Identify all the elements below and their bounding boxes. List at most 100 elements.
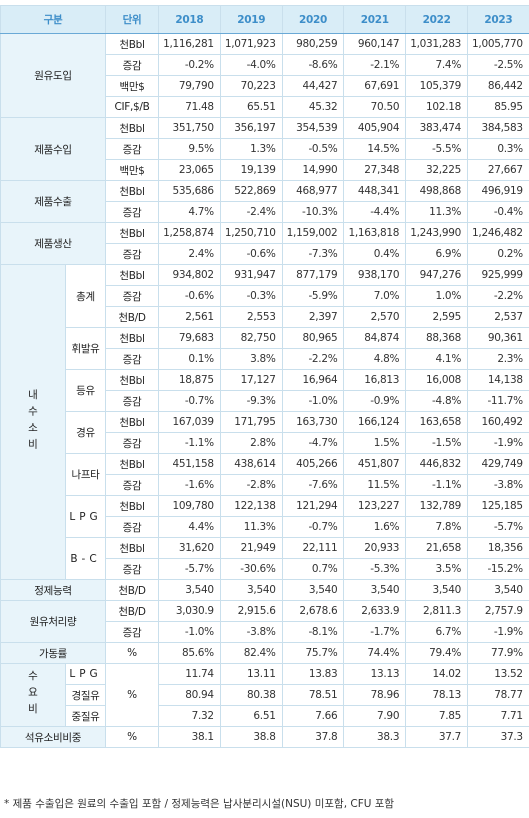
- value-cell: 163,730: [281, 411, 345, 433]
- value-cell: 1.5%: [343, 432, 407, 454]
- table-row: 제품수출 천Bbl 535,686 522,869 468,977 448,341 498,…: [0, 180, 529, 223]
- value-cell: 4.8%: [343, 348, 407, 370]
- value-cell: 1.0%: [405, 285, 468, 307]
- value-cell: 44,427: [281, 75, 345, 97]
- value-cell: 14,990: [281, 159, 345, 181]
- header-unit: 단위: [105, 5, 160, 34]
- group-label: 내수소비: [0, 264, 66, 580]
- value-cell: -1.6%: [158, 474, 221, 496]
- value-cell: 535,686: [158, 180, 221, 202]
- value-cell: 37.8: [281, 726, 345, 748]
- value-cell: -2.2%: [281, 348, 345, 370]
- value-cell: -4.8%: [405, 390, 468, 412]
- value-cell: 19,139: [219, 159, 283, 181]
- subgroup-label: B-C: [64, 537, 107, 580]
- unit-cell: 천Bbl: [105, 369, 160, 391]
- value-cell: 13.52: [467, 663, 529, 685]
- value-cell: 1,031,283: [405, 33, 468, 55]
- table-row: 원유도입 천Bbl 1,116,281 1,071,923 980,259 960,147…: [0, 33, 529, 118]
- value-cell: 38.1: [158, 726, 221, 748]
- value-cell: 451,158: [158, 453, 221, 475]
- value-cell: 0.7%: [281, 558, 345, 580]
- value-cell: 522,869: [219, 180, 283, 202]
- value-cell: 11.74: [158, 663, 221, 685]
- unit-cell: 천B/D: [105, 306, 160, 328]
- value-cell: 451,807: [343, 453, 407, 475]
- value-cell: -2.5%: [467, 54, 529, 76]
- table-row: 정제능력 천B/D 3,540 3,540 3,540 3,540 3,540 3,540: [0, 579, 529, 601]
- value-cell: 2,678.6: [281, 600, 345, 622]
- group-label: 수요비: [0, 663, 66, 727]
- group-label: 원유도입: [0, 33, 107, 118]
- value-cell: 11.3%: [219, 516, 283, 538]
- value-cell: -30.6%: [219, 558, 283, 580]
- value-cell: 383,474: [405, 117, 468, 139]
- value-cell: -5.9%: [281, 285, 345, 307]
- value-cell: 960,147: [343, 33, 407, 55]
- unit-cell: 천Bbl: [105, 117, 160, 139]
- value-cell: 3.8%: [219, 348, 283, 370]
- value-cell: 121,294: [281, 495, 345, 517]
- value-cell: 7.8%: [405, 516, 468, 538]
- value-cell: 931,947: [219, 264, 283, 286]
- unit-cell: 천B/D: [105, 579, 160, 601]
- unit-cell: 증감: [105, 390, 160, 412]
- value-cell: 4.7%: [158, 201, 221, 223]
- group-label-text: 내수소비: [26, 389, 39, 455]
- value-cell: 1.6%: [343, 516, 407, 538]
- value-cell: 13.11: [219, 663, 283, 685]
- group-label-text: 제품수입: [34, 143, 72, 156]
- unit-cell: %: [105, 663, 160, 727]
- table-row: CIF,$/B 71.48 65.51 45.32 70.50 102.18 85.95: [1, 96, 529, 118]
- value-cell: -1.7%: [343, 621, 407, 643]
- group-label: 정제능력: [0, 579, 107, 601]
- value-cell: 21,949: [219, 537, 283, 559]
- value-cell: 7.90: [343, 705, 407, 727]
- value-cell: 356,197: [219, 117, 283, 139]
- table-row: 백만$ 79,790 70,223 44,427 67,691 105,379 86,442: [1, 75, 529, 97]
- value-cell: 27,667: [467, 159, 529, 181]
- table-row: 수요비 LPG% 11.74 13.11 13.83 13.13 14.02 13.52: [0, 663, 529, 727]
- subgroup-label: 휘발유: [64, 327, 107, 370]
- header-year: 2023: [467, 5, 529, 34]
- unit-cell: 증감: [105, 432, 160, 454]
- unit-cell: 백만$: [105, 75, 160, 97]
- value-cell: 2,633.9: [343, 600, 407, 622]
- value-cell: 1,163,818: [343, 222, 407, 244]
- value-cell: 32,225: [405, 159, 468, 181]
- value-cell: -1.9%: [467, 621, 529, 643]
- value-cell: 85.95: [467, 96, 529, 118]
- table-row: 증감 -0.2% -4.0% -8.6% -2.1% 7.4% -2.5%: [1, 54, 529, 76]
- value-cell: 167,039: [158, 411, 221, 433]
- value-cell: 438,614: [219, 453, 283, 475]
- value-cell: -8.6%: [281, 54, 345, 76]
- value-cell: 2,811.3: [405, 600, 468, 622]
- group-label-text: 수요비: [26, 670, 39, 720]
- value-cell: 14.02: [405, 663, 468, 685]
- value-cell: -2.2%: [467, 285, 529, 307]
- value-cell: 102.18: [405, 96, 468, 118]
- value-cell: 498,868: [405, 180, 468, 202]
- value-cell: 938,170: [343, 264, 407, 286]
- value-cell: -4.0%: [219, 54, 283, 76]
- value-cell: 67,691: [343, 75, 407, 97]
- value-cell: 0.1%: [158, 348, 221, 370]
- value-cell: 925,999: [467, 264, 529, 286]
- value-cell: 20,933: [343, 537, 407, 559]
- unit-cell: 증감: [105, 474, 160, 496]
- unit-cell: 천Bbl: [105, 537, 160, 559]
- table-row: 휘발유 천Bbl 79,683 82,750 80,965 84,874 88,368 90,…: [1, 327, 529, 370]
- value-cell: 3,540: [219, 579, 283, 601]
- table-row: B-C 천Bbl 31,620 21,949 22,111 20,933 21,658 18,…: [1, 537, 529, 580]
- value-cell: 2,757.9: [467, 600, 529, 622]
- value-cell: 2,915.6: [219, 600, 283, 622]
- header-year: 2022: [405, 5, 468, 34]
- value-cell: 405,904: [343, 117, 407, 139]
- value-cell: 80.94: [158, 684, 221, 706]
- value-cell: 2,561: [158, 306, 221, 328]
- subgroup-label: 경유: [64, 411, 107, 454]
- table-row: 증감 -0.7% -9.3% -1.0% -0.9% -4.8% -11.7%: [1, 390, 529, 412]
- unit-cell: 천Bbl: [105, 495, 160, 517]
- value-cell: 74.4%: [343, 642, 407, 664]
- unit-cell: 증감: [105, 243, 160, 265]
